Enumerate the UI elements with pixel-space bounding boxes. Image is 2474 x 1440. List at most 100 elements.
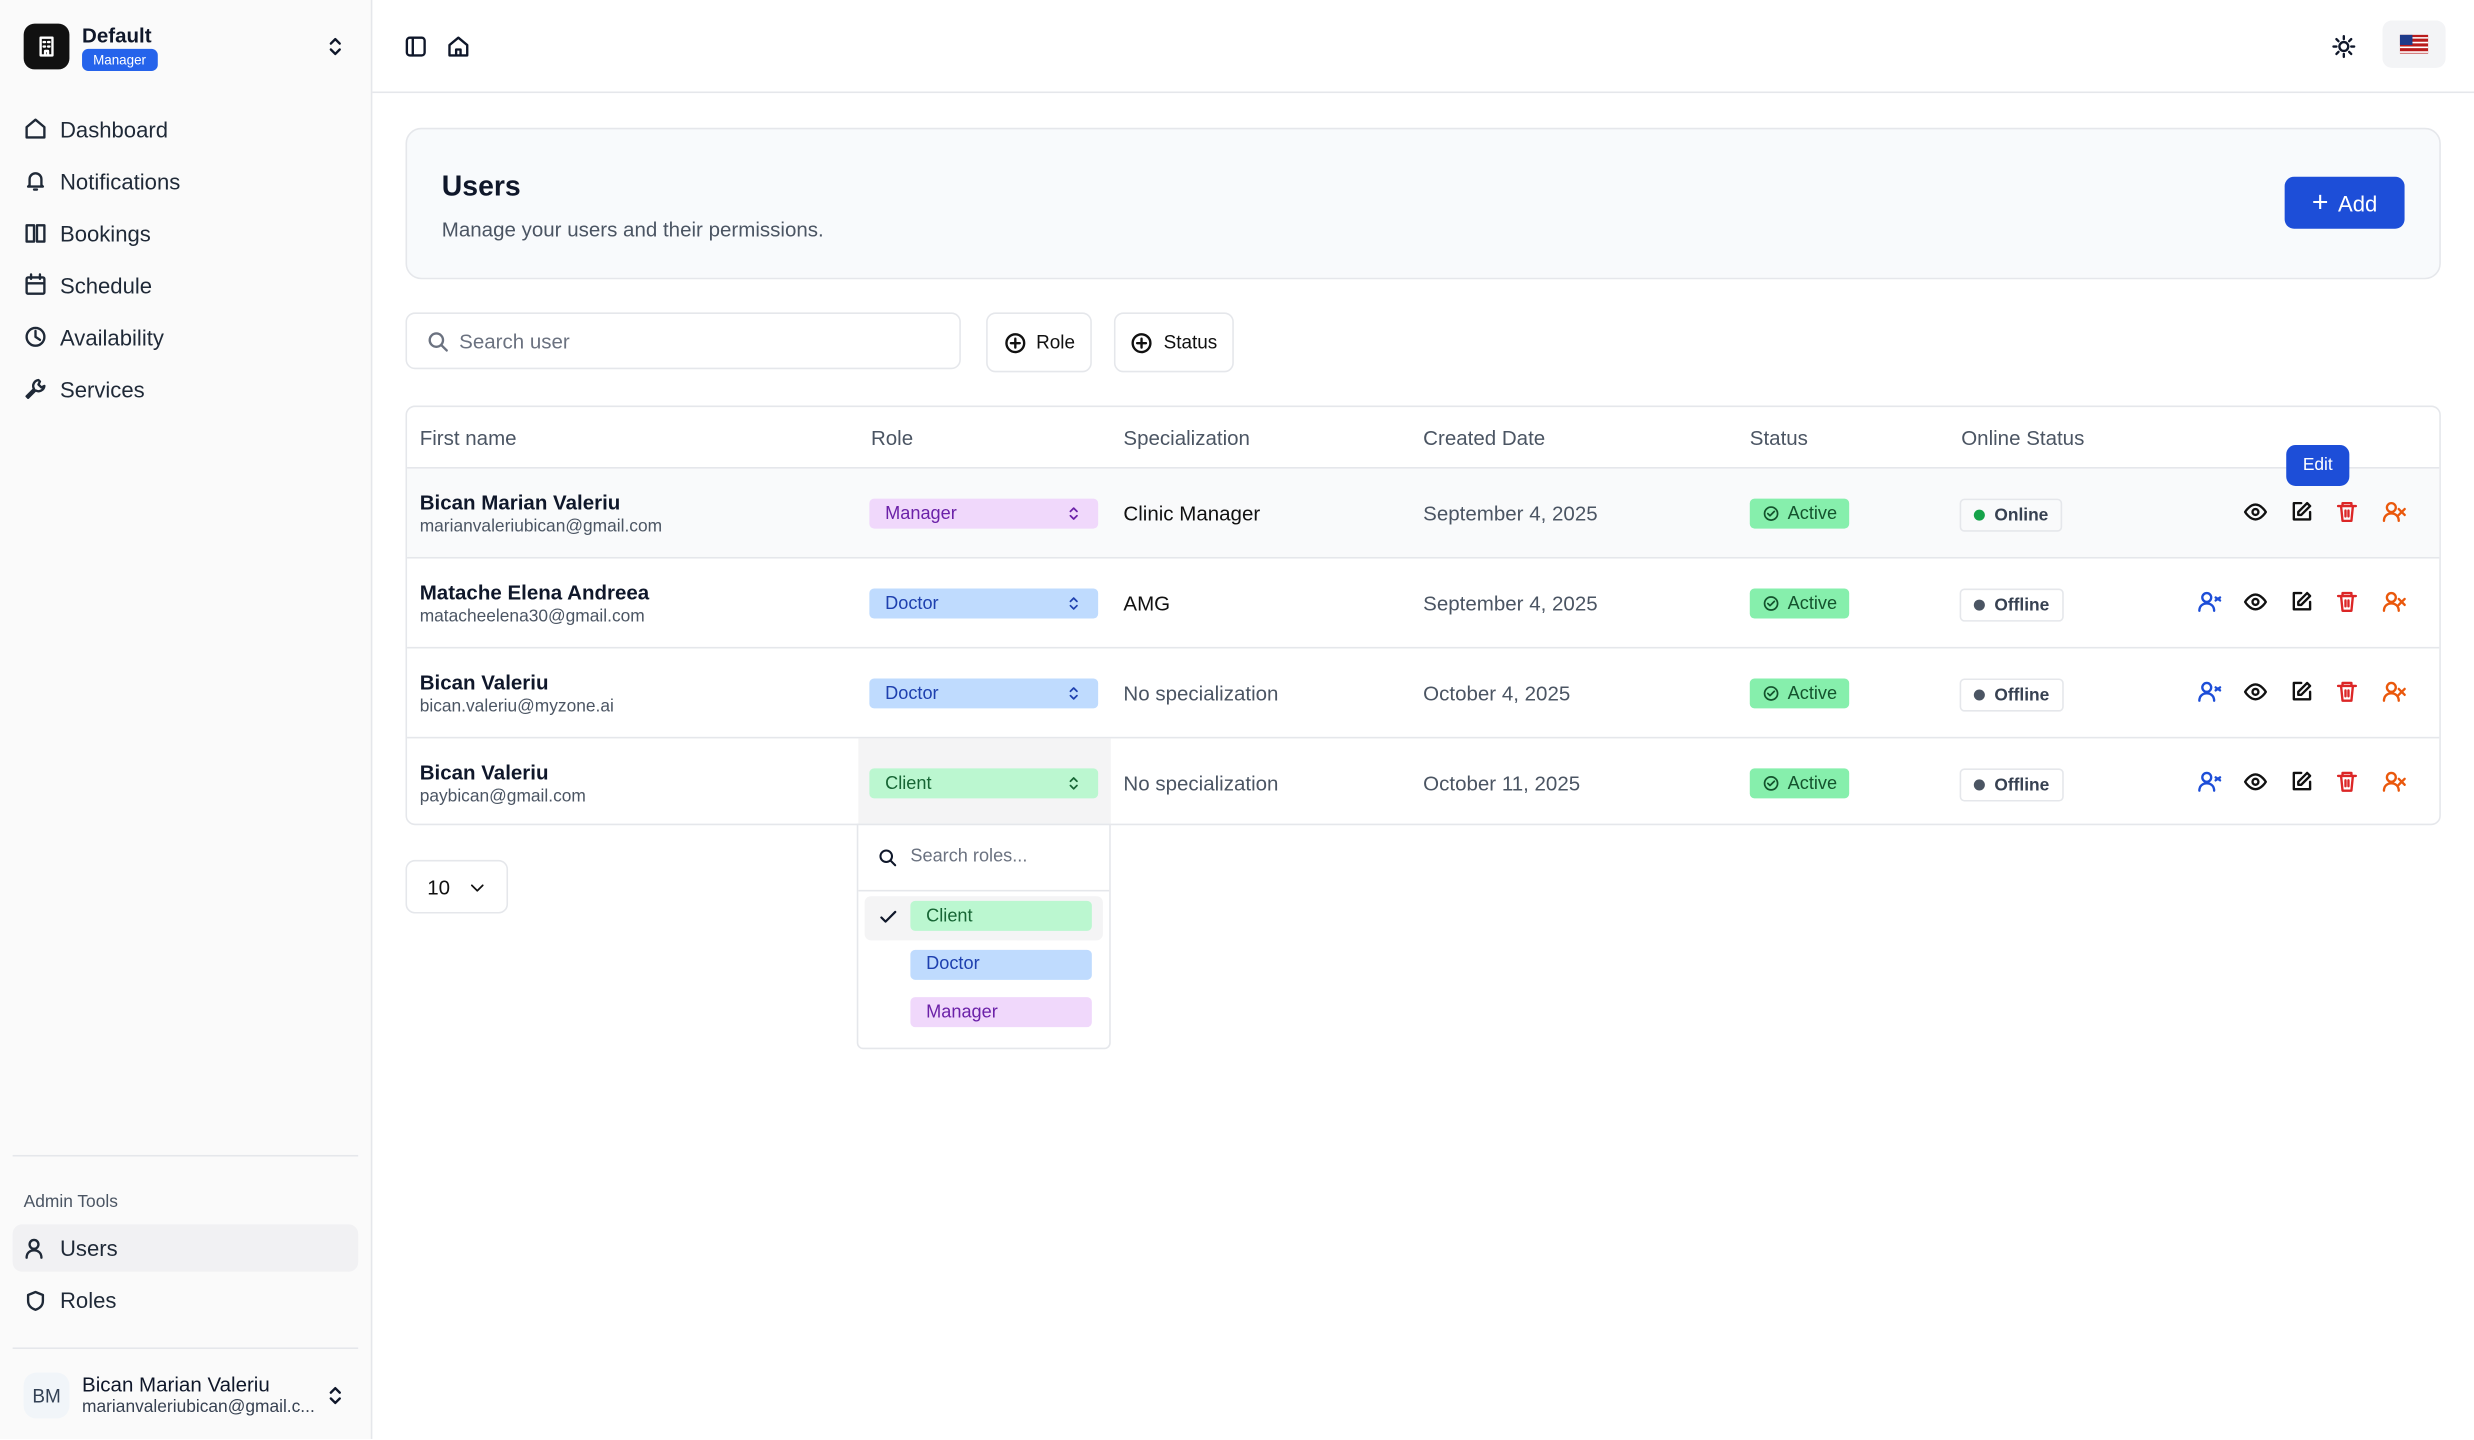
- role-select[interactable]: Manager: [869, 498, 1099, 529]
- action-block[interactable]: [2382, 500, 2406, 524]
- search-input[interactable]: Search user: [405, 312, 961, 370]
- avatar: BM: [23, 1372, 70, 1419]
- created-date: September 4, 2025: [1423, 501, 1598, 526]
- status-icon-svg: [1763, 686, 1779, 701]
- role-label: Doctor: [885, 594, 939, 613]
- page-header: Users Manage your users and their permis…: [405, 127, 2441, 280]
- nav-item[interactable]: Bookings: [0, 207, 371, 259]
- chevrons[interactable]: [323, 1384, 347, 1408]
- icon-part: [2243, 683, 2267, 701]
- action-block[interactable]: [2382, 680, 2406, 704]
- home[interactable]: [447, 35, 471, 59]
- chevrons: [1065, 682, 1082, 706]
- nav-item[interactable]: Availability: [0, 311, 371, 363]
- chevrons-svg: [1069, 507, 1078, 520]
- nav-item[interactable]: Dashboard: [0, 103, 371, 155]
- workspace-name[interactable]: Default: [82, 23, 152, 48]
- nav-icon: [24, 117, 48, 141]
- icon-part: [1766, 690, 1776, 697]
- status-filter[interactable]: Status: [1113, 312, 1234, 373]
- nav-icon-svg: [25, 378, 46, 399]
- status-badge: Active: [1749, 678, 1850, 709]
- icon-part: [2200, 771, 2212, 783]
- divider: [12, 1154, 359, 1157]
- action-view[interactable]: [2243, 680, 2267, 704]
- add-button[interactable]: + Add: [2284, 176, 2405, 229]
- nav-icon: [24, 221, 48, 245]
- nav-item[interactable]: Notifications: [0, 155, 371, 207]
- icon-part: [2382, 687, 2406, 702]
- column-header: Role: [870, 426, 914, 450]
- icon-part: [25, 326, 46, 347]
- action-assign[interactable]: [2197, 680, 2221, 704]
- user-name[interactable]: Bican Marian Valeriu: [82, 1372, 270, 1397]
- table-row: Bican Marian Valeriu marianvaleriubican@g…: [407, 467, 2440, 557]
- icon-part: [28, 1237, 40, 1250]
- nav-item[interactable]: Roles: [13, 1276, 359, 1323]
- status-label: Active: [1787, 504, 1838, 524]
- role-select[interactable]: Doctor: [869, 588, 1099, 619]
- icon-part: [2197, 596, 2221, 612]
- action-assign-svg: [2197, 681, 2221, 702]
- action-edit[interactable]: [2290, 590, 2314, 614]
- nav-item[interactable]: Services: [0, 363, 371, 415]
- table-row: Matache Elena Andreea matacheelena30@gmai…: [407, 556, 2440, 647]
- icon-part: [440, 343, 448, 351]
- action-del[interactable]: [2336, 770, 2360, 794]
- action-edit[interactable]: [2290, 680, 2314, 704]
- toggle-sidebar[interactable]: [404, 35, 428, 59]
- icon-part: [1763, 506, 1779, 521]
- role-option[interactable]: Doctor: [910, 949, 1092, 980]
- status-icon-svg: [1763, 596, 1779, 611]
- action-del[interactable]: [2336, 680, 2360, 704]
- specialization: Clinic Manager: [1123, 501, 1261, 526]
- plus: +: [2311, 186, 2329, 218]
- icon-part: [2385, 591, 2397, 604]
- action-view[interactable]: [2243, 770, 2267, 794]
- nav-icon-svg: [26, 1290, 45, 1311]
- icon-part: [2251, 507, 2260, 517]
- users-table: First name Role Specialization Created Date…: [405, 405, 2441, 827]
- chevrons[interactable]: [323, 35, 347, 59]
- action-assign-svg: [2197, 771, 2221, 792]
- action-del[interactable]: [2336, 500, 2360, 524]
- action-view[interactable]: [2243, 500, 2267, 524]
- icon-part: [2337, 591, 2358, 612]
- status-icon: [1762, 772, 1779, 796]
- action-block[interactable]: [2382, 770, 2406, 794]
- tooltip: Edit: [2286, 444, 2350, 486]
- role-search[interactable]: Search roles...: [910, 847, 1028, 867]
- theme-toggle[interactable]: [2332, 35, 2356, 59]
- user-email: marianvaleriubican@gmail.c...: [82, 1397, 315, 1417]
- icon-part: [889, 859, 897, 867]
- online-dot: [1973, 509, 1985, 521]
- icon-part: [25, 276, 46, 295]
- nav-icon: [24, 377, 48, 401]
- role-select[interactable]: Doctor: [869, 678, 1099, 709]
- icon-part: [2292, 501, 2312, 521]
- action-edit-svg: [2292, 591, 2312, 611]
- icon-part: [471, 883, 484, 891]
- chevrons: [1065, 772, 1082, 796]
- role-select[interactable]: Client: [869, 768, 1099, 799]
- role-filter[interactable]: Role: [986, 312, 1092, 373]
- nav-item[interactable]: Schedule: [0, 259, 371, 311]
- page-size[interactable]: 10: [405, 859, 509, 914]
- language[interactable]: [2382, 20, 2446, 68]
- action-assign[interactable]: [2197, 590, 2221, 614]
- action-edit[interactable]: [2290, 500, 2314, 524]
- nav-item[interactable]: Users: [12, 1224, 359, 1272]
- check-svg: [880, 910, 897, 923]
- action-del[interactable]: [2336, 590, 2360, 614]
- sidebar: Default Manager Dashboard Notifications Bo…: [0, 0, 373, 1439]
- action-assign[interactable]: [2197, 770, 2221, 794]
- role-option[interactable]: Manager: [910, 997, 1092, 1028]
- role-option[interactable]: Client: [910, 900, 1092, 931]
- specialization: AMG: [1123, 591, 1171, 616]
- action-edit[interactable]: [2290, 770, 2314, 794]
- chevrons: [1065, 592, 1082, 616]
- action-view[interactable]: [2243, 590, 2267, 614]
- action-block[interactable]: [2382, 590, 2406, 614]
- icon-part: [2338, 40, 2350, 53]
- online-label: Offline: [1994, 595, 2050, 615]
